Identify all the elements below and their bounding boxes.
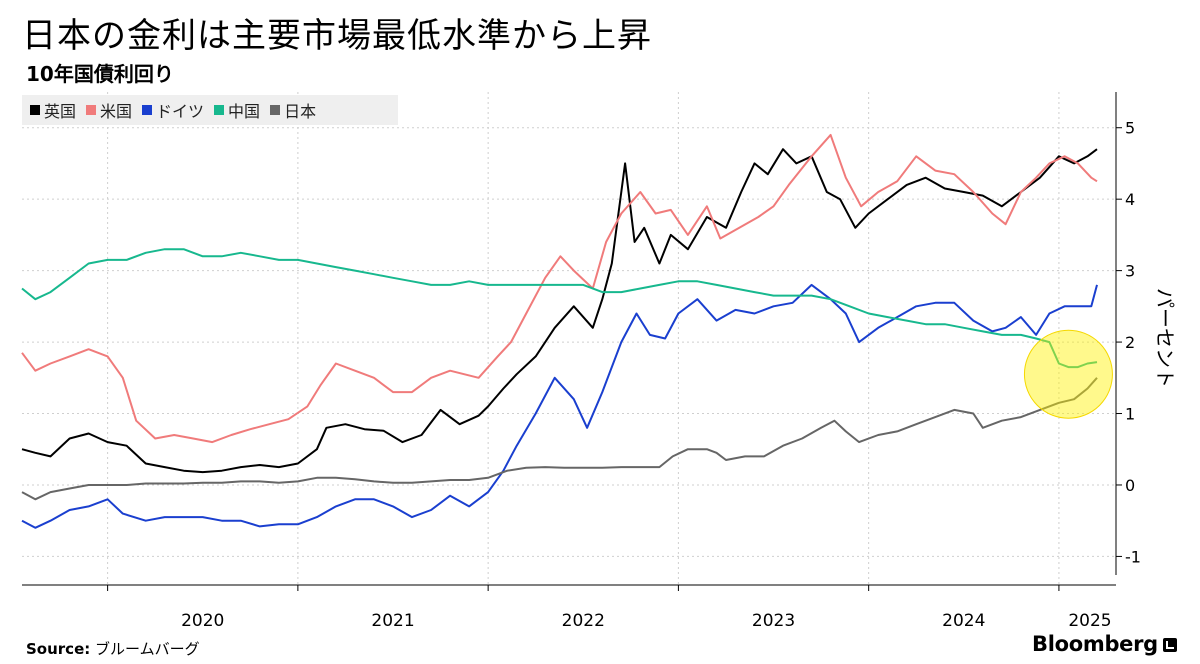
legend-swatch	[142, 105, 153, 115]
series-line-4	[21, 377, 1098, 501]
legend-label: 中国	[228, 102, 261, 121]
legend-label: ドイツ	[156, 102, 205, 121]
terminal-icon	[1162, 638, 1177, 652]
x-tick-label: 2020	[181, 611, 224, 631]
legend-item-1: 米国	[86, 98, 132, 122]
y-tick-label: 1	[1125, 405, 1135, 424]
x-tick-label: 2025	[1068, 611, 1111, 631]
y-tick-label: 4	[1125, 190, 1135, 209]
legend-swatch	[214, 105, 225, 115]
source-text: ブルームバーグ	[95, 640, 200, 658]
legend-item-4: 日本	[270, 98, 316, 122]
legend-swatch	[86, 105, 97, 115]
y-tick-label: 2	[1125, 333, 1135, 352]
x-tick-label: 2022	[562, 611, 605, 631]
chart-title: 日本の金利は主要市場最低水準から上昇	[22, 16, 652, 56]
chart-subtitle: 10年国債利回り	[26, 62, 174, 86]
x-tick-label: 2021	[371, 611, 414, 631]
series-line-1	[21, 133, 1098, 444]
brand-text: Bloomberg	[1032, 632, 1158, 656]
series-line-0	[21, 148, 1098, 474]
x-tick-label: 2023	[752, 611, 795, 631]
highlight-circle	[1023, 329, 1113, 419]
series-line-2	[21, 283, 1098, 529]
y-tick-label: -1	[1125, 547, 1141, 566]
legend-swatch	[30, 105, 40, 115]
legend-label: 米国	[100, 102, 133, 121]
y-tick-label: 0	[1125, 476, 1135, 495]
y-tick-label: 5	[1125, 119, 1135, 138]
legend-swatch	[270, 105, 281, 115]
series-line-3	[21, 248, 1098, 369]
y-axis-title: パーセント	[1153, 288, 1177, 388]
legend-item-0: 英国	[30, 98, 76, 122]
legend-label: 英国	[44, 102, 77, 121]
chart-legend: 英国 米国 ドイツ 中国 日本	[22, 95, 398, 125]
bloomberg-logo: Bloomberg	[1032, 632, 1177, 656]
x-tick-label: 2024	[942, 611, 985, 631]
legend-item-3: 中国	[214, 98, 260, 122]
source-note: Source: ブルームバーグ	[26, 638, 200, 659]
legend-item-2: ドイツ	[142, 98, 204, 122]
legend-label: 日本	[284, 102, 317, 121]
source-label: Source:	[26, 640, 91, 658]
y-tick-label: 3	[1125, 262, 1135, 281]
